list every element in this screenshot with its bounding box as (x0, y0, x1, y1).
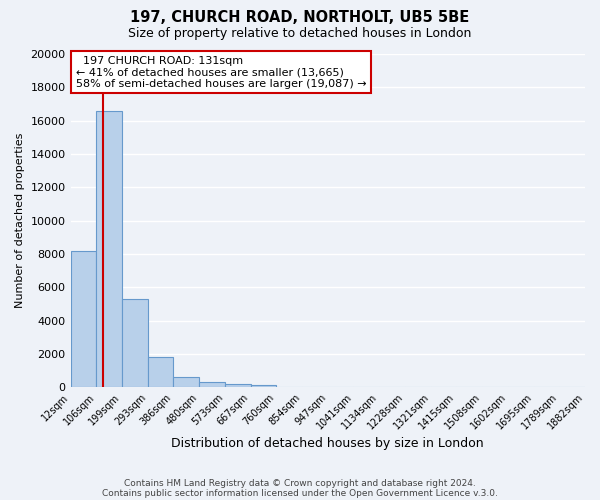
Text: 197 CHURCH ROAD: 131sqm
← 41% of detached houses are smaller (13,665)
58% of sem: 197 CHURCH ROAD: 131sqm ← 41% of detache… (76, 56, 367, 89)
X-axis label: Distribution of detached houses by size in London: Distribution of detached houses by size … (172, 437, 484, 450)
Text: Contains public sector information licensed under the Open Government Licence v.: Contains public sector information licen… (102, 488, 498, 498)
Text: Contains HM Land Registry data © Crown copyright and database right 2024.: Contains HM Land Registry data © Crown c… (124, 478, 476, 488)
Bar (225, 384, 251, 388)
Bar (173, 376, 199, 388)
Bar (122, 299, 148, 388)
Bar (148, 358, 173, 388)
Bar (71, 250, 96, 388)
Bar (96, 110, 122, 388)
Text: Size of property relative to detached houses in London: Size of property relative to detached ho… (128, 28, 472, 40)
Bar (251, 385, 277, 388)
Y-axis label: Number of detached properties: Number of detached properties (15, 133, 25, 308)
Bar (199, 382, 225, 388)
Text: 197, CHURCH ROAD, NORTHOLT, UB5 5BE: 197, CHURCH ROAD, NORTHOLT, UB5 5BE (130, 10, 470, 25)
